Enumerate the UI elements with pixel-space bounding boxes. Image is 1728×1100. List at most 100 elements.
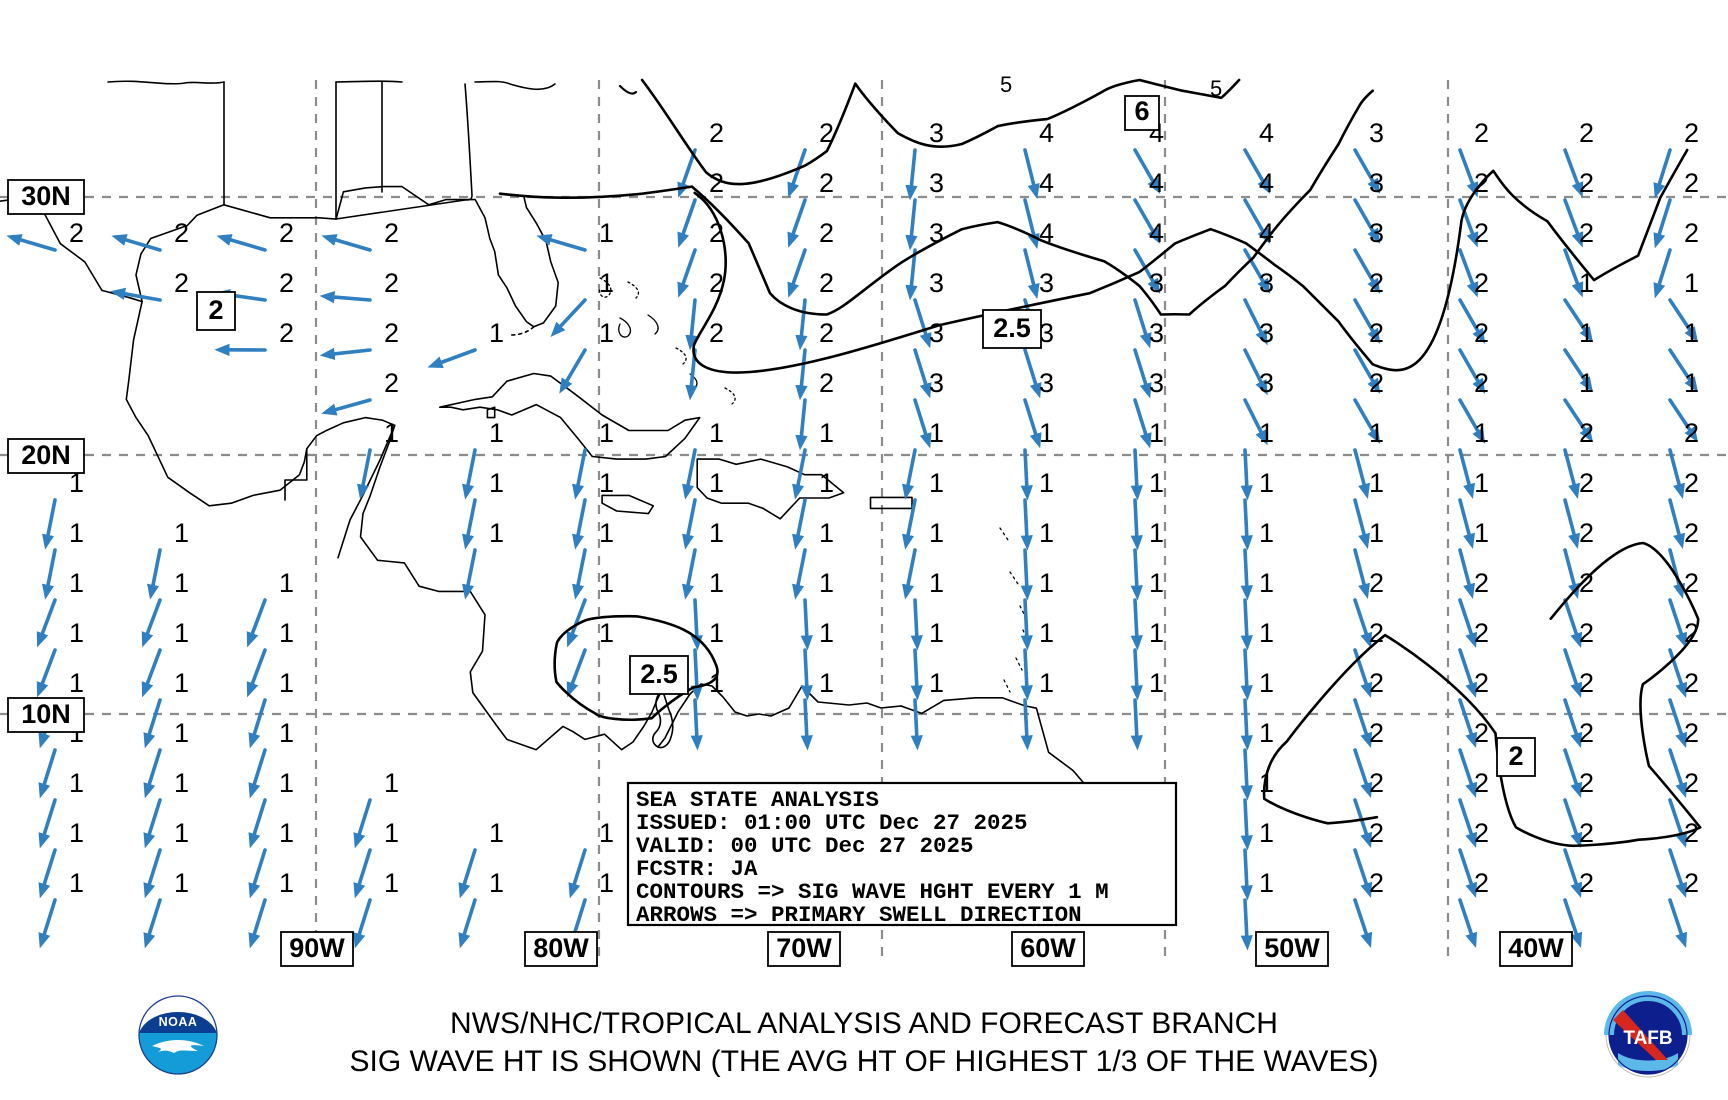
svg-text:2: 2 xyxy=(1579,718,1594,748)
svg-text:2: 2 xyxy=(1369,768,1384,798)
svg-text:1: 1 xyxy=(929,618,944,648)
svg-text:2: 2 xyxy=(709,168,724,198)
svg-text:1: 1 xyxy=(489,518,504,548)
svg-text:1: 1 xyxy=(1259,418,1274,448)
svg-text:1: 1 xyxy=(174,518,189,548)
svg-text:5: 5 xyxy=(1210,76,1222,101)
svg-text:2: 2 xyxy=(1369,868,1384,898)
svg-text:2: 2 xyxy=(1579,668,1594,698)
svg-text:1: 1 xyxy=(279,668,294,698)
svg-text:40W: 40W xyxy=(1508,933,1564,963)
svg-text:2: 2 xyxy=(1684,168,1699,198)
svg-text:5: 5 xyxy=(1000,72,1012,97)
svg-text:1: 1 xyxy=(279,718,294,748)
svg-text:1: 1 xyxy=(1039,518,1054,548)
svg-text:1: 1 xyxy=(1474,468,1489,498)
svg-text:1: 1 xyxy=(709,518,724,548)
svg-text:3: 3 xyxy=(1039,368,1054,398)
svg-text:2: 2 xyxy=(819,318,834,348)
svg-text:1: 1 xyxy=(174,618,189,648)
svg-text:2: 2 xyxy=(1684,218,1699,248)
svg-text:3: 3 xyxy=(1149,268,1164,298)
svg-text:4: 4 xyxy=(1149,168,1164,198)
svg-text:1: 1 xyxy=(174,818,189,848)
svg-text:1: 1 xyxy=(1259,468,1274,498)
svg-text:1: 1 xyxy=(1369,518,1384,548)
svg-text:2: 2 xyxy=(1684,718,1699,748)
svg-text:1: 1 xyxy=(599,818,614,848)
svg-text:2: 2 xyxy=(709,118,724,148)
svg-text:1: 1 xyxy=(1039,418,1054,448)
svg-text:NOAA: NOAA xyxy=(159,1015,198,1029)
svg-text:1: 1 xyxy=(599,318,614,348)
svg-text:1: 1 xyxy=(69,818,84,848)
svg-text:2: 2 xyxy=(1369,318,1384,348)
svg-text:2: 2 xyxy=(279,218,294,248)
svg-text:TAFB: TAFB xyxy=(1623,1028,1672,1049)
svg-text:2: 2 xyxy=(1474,368,1489,398)
svg-text:30N: 30N xyxy=(21,181,71,211)
svg-text:2: 2 xyxy=(1508,741,1523,771)
svg-text:2: 2 xyxy=(1579,468,1594,498)
svg-text:2: 2 xyxy=(384,368,399,398)
svg-text:1: 1 xyxy=(384,818,399,848)
svg-text:3: 3 xyxy=(929,118,944,148)
svg-text:2: 2 xyxy=(1579,218,1594,248)
svg-text:1: 1 xyxy=(1684,368,1699,398)
svg-text:2: 2 xyxy=(174,268,189,298)
svg-text:2: 2 xyxy=(1369,268,1384,298)
svg-text:4: 4 xyxy=(1149,218,1164,248)
svg-text:1: 1 xyxy=(1259,868,1274,898)
svg-text:1: 1 xyxy=(599,568,614,598)
svg-text:1: 1 xyxy=(1149,468,1164,498)
svg-text:2: 2 xyxy=(384,268,399,298)
svg-text:1: 1 xyxy=(1149,418,1164,448)
svg-text:2: 2 xyxy=(1579,518,1594,548)
svg-text:1: 1 xyxy=(384,768,399,798)
svg-text:1: 1 xyxy=(1039,568,1054,598)
svg-text:4: 4 xyxy=(1039,118,1054,148)
svg-text:2: 2 xyxy=(1579,618,1594,648)
svg-text:2.5: 2.5 xyxy=(993,313,1031,343)
svg-text:1: 1 xyxy=(174,768,189,798)
svg-text:2: 2 xyxy=(1684,768,1699,798)
svg-text:1: 1 xyxy=(69,618,84,648)
svg-text:2: 2 xyxy=(1684,418,1699,448)
svg-text:1: 1 xyxy=(279,818,294,848)
svg-text:1: 1 xyxy=(709,468,724,498)
svg-text:2: 2 xyxy=(1369,568,1384,598)
svg-text:2: 2 xyxy=(1684,518,1699,548)
svg-text:2: 2 xyxy=(1579,418,1594,448)
svg-text:1: 1 xyxy=(599,418,614,448)
svg-text:1: 1 xyxy=(1149,568,1164,598)
svg-text:1: 1 xyxy=(709,618,724,648)
svg-text:1: 1 xyxy=(709,418,724,448)
svg-text:1: 1 xyxy=(819,618,834,648)
svg-text:4: 4 xyxy=(1259,168,1274,198)
svg-text:1: 1 xyxy=(174,568,189,598)
svg-text:2: 2 xyxy=(1474,668,1489,698)
svg-text:1: 1 xyxy=(929,668,944,698)
svg-text:1: 1 xyxy=(69,868,84,898)
svg-text:1: 1 xyxy=(599,218,614,248)
svg-text:1: 1 xyxy=(819,468,834,498)
svg-text:2: 2 xyxy=(709,318,724,348)
svg-text:1: 1 xyxy=(1039,618,1054,648)
svg-text:1: 1 xyxy=(1149,618,1164,648)
svg-text:1: 1 xyxy=(489,318,504,348)
svg-text:2: 2 xyxy=(384,318,399,348)
svg-text:2: 2 xyxy=(279,318,294,348)
svg-text:1: 1 xyxy=(1369,418,1384,448)
svg-text:2: 2 xyxy=(819,168,834,198)
svg-text:70W: 70W xyxy=(776,933,832,963)
svg-text:NWS/NHC/TROPICAL ANALYSIS AND: NWS/NHC/TROPICAL ANALYSIS AND FORECAST B… xyxy=(450,1007,1278,1040)
svg-text:2: 2 xyxy=(819,268,834,298)
svg-text:3: 3 xyxy=(929,168,944,198)
svg-text:2: 2 xyxy=(1474,218,1489,248)
svg-text:3: 3 xyxy=(1369,168,1384,198)
svg-text:20N: 20N xyxy=(21,440,71,470)
svg-text:1: 1 xyxy=(1149,518,1164,548)
svg-text:2: 2 xyxy=(384,218,399,248)
svg-text:3: 3 xyxy=(1149,368,1164,398)
svg-text:2: 2 xyxy=(1369,668,1384,698)
